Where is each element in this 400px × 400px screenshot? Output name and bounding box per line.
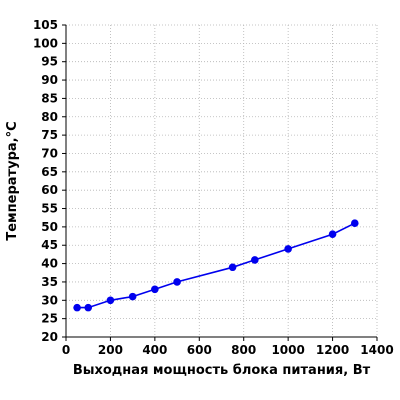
y-tick-label: 55	[41, 202, 58, 216]
data-point	[284, 245, 292, 253]
y-tick-label: 70	[41, 146, 58, 160]
data-point	[84, 303, 93, 312]
x-tick-label: 1000	[271, 343, 304, 357]
x-tick-label: 0	[62, 343, 70, 357]
y-tick-label: 65	[41, 165, 58, 179]
data-point	[128, 292, 137, 301]
data-point	[73, 303, 81, 312]
x-tick-label: 200	[98, 343, 123, 357]
grid	[66, 24, 378, 337]
y-tick-label: 80	[41, 110, 58, 124]
y-tick-label: 20	[41, 330, 58, 344]
data-point	[228, 263, 237, 272]
y-axis-ticks: 20 25 30 35 40 45 50 55 60 65 70 75 80 85 90 95 100 105	[33, 18, 66, 344]
data-point	[328, 230, 337, 239]
axes	[65, 25, 377, 338]
y-axis-label: Температура,°C	[5, 121, 20, 240]
y-tick-label: 45	[41, 238, 58, 252]
data-point	[173, 278, 181, 286]
y-tick-label: 25	[41, 312, 58, 326]
data-point	[350, 219, 359, 228]
x-axis-ticks: 0 200 400 600 800 1000 1200 1400	[62, 337, 394, 357]
x-tick-label: 400	[142, 343, 167, 357]
y-tick-label: 30	[41, 293, 58, 307]
x-tick-label: 1400	[360, 343, 393, 357]
series-line	[77, 222, 356, 309]
y-tick-label: 40	[41, 257, 58, 271]
y-tick-label: 90	[41, 73, 58, 87]
data-point	[251, 256, 259, 264]
y-tick-label: 95	[41, 55, 58, 69]
x-tick-label: 1200	[316, 343, 349, 357]
x-axis-label: Выходная мощность блока питания, Вт	[73, 363, 371, 378]
y-tick-label: 50	[41, 220, 58, 234]
series	[73, 219, 359, 312]
y-tick-label: 100	[33, 36, 58, 50]
y-tick-label: 105	[33, 18, 58, 32]
y-tick-label: 75	[41, 128, 58, 142]
y-tick-label: 60	[41, 183, 58, 197]
y-tick-label: 35	[41, 275, 58, 289]
data-point	[106, 296, 115, 305]
data-point	[151, 285, 159, 294]
x-tick-label: 800	[231, 343, 256, 357]
y-tick-label: 85	[41, 91, 58, 105]
x-tick-label: 600	[187, 343, 212, 357]
